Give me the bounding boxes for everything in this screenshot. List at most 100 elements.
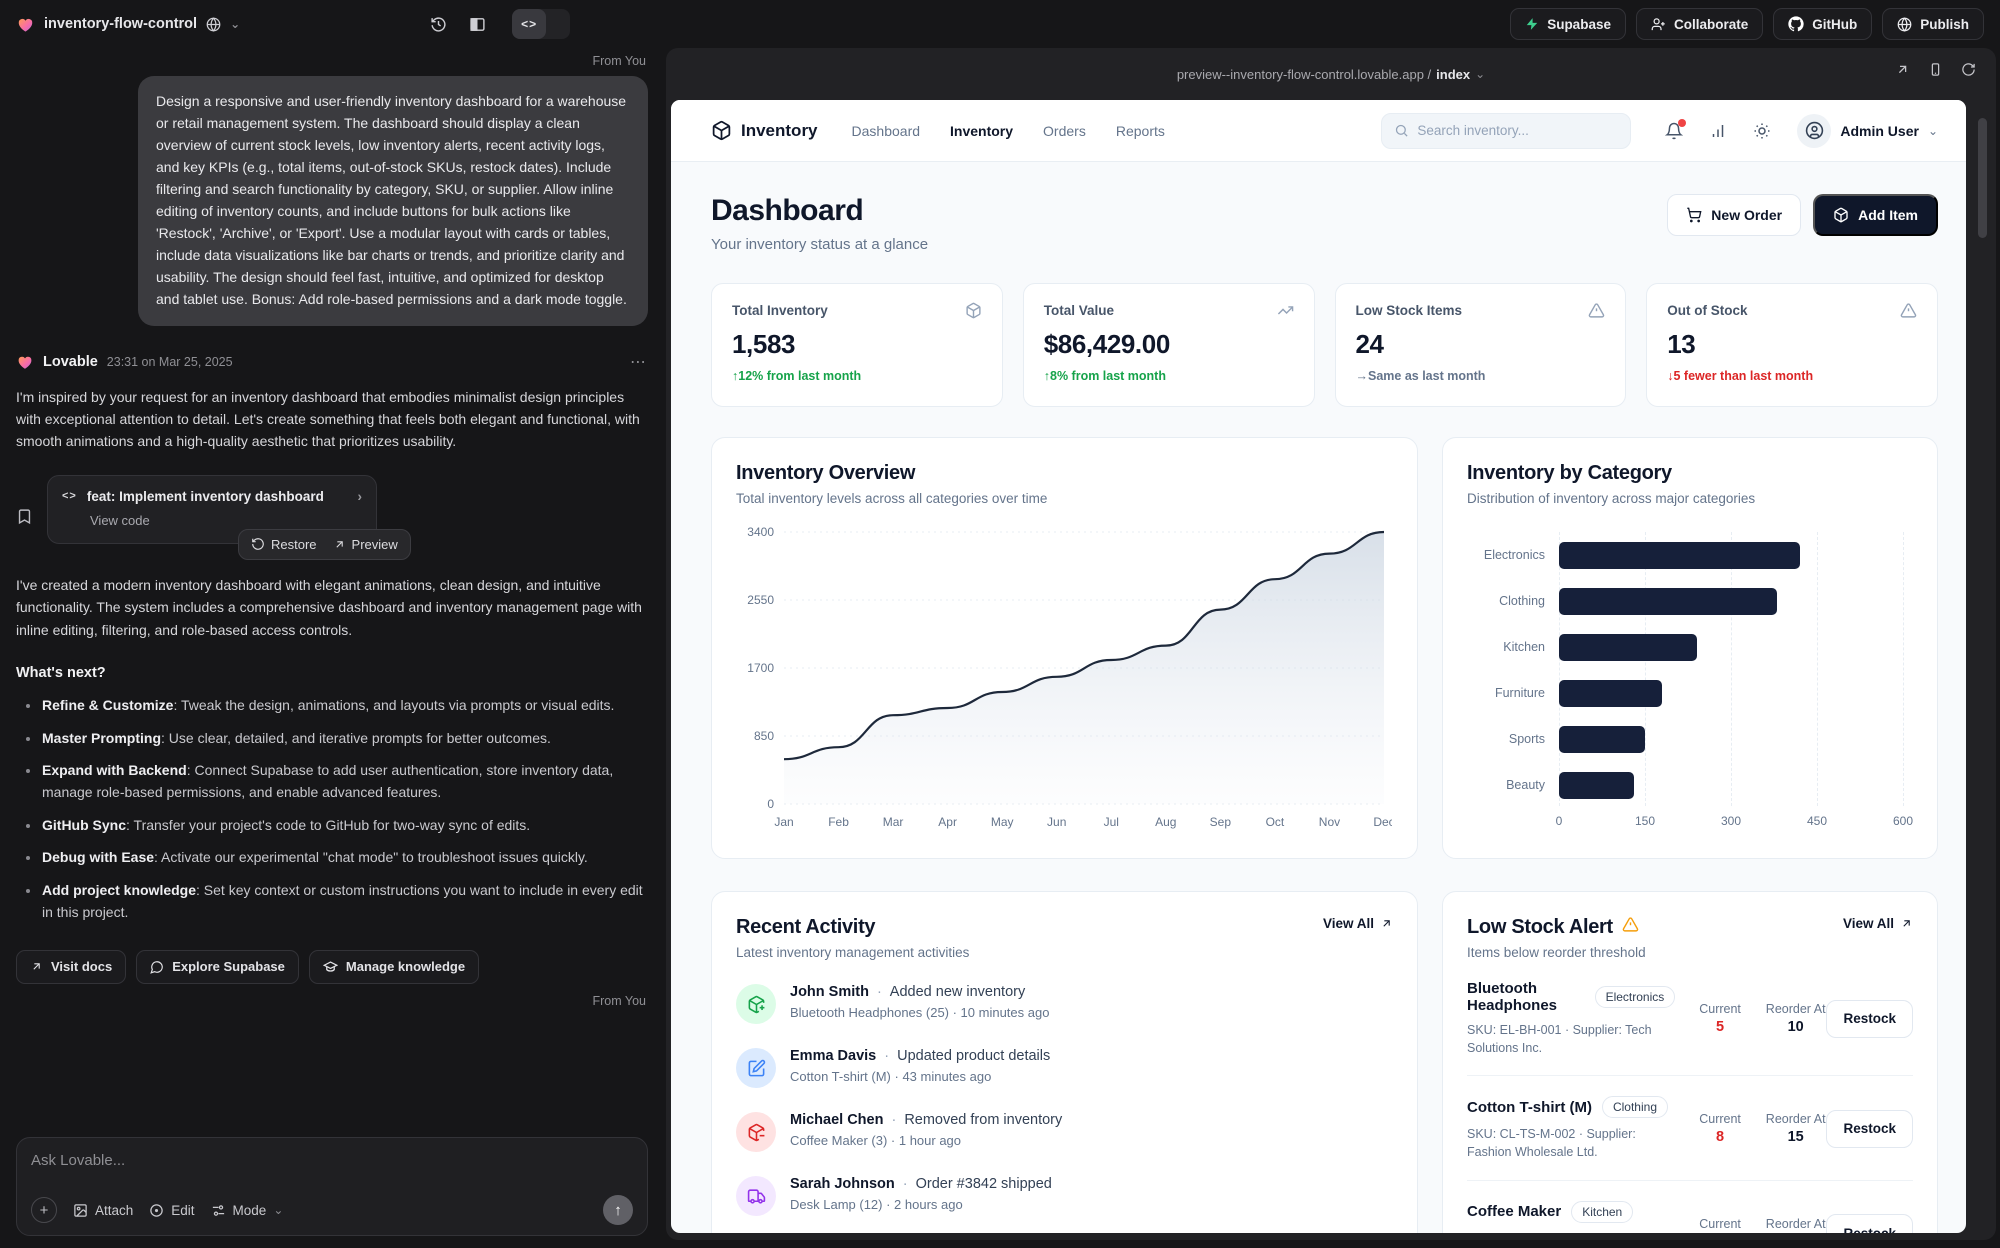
dashboard-main: Dashboard Your inventory status at a gla…: [671, 162, 1966, 1233]
refresh-icon[interactable]: [1961, 62, 1976, 77]
code-icon: <>: [62, 490, 77, 503]
open-external-icon[interactable]: [1895, 62, 1910, 77]
kpi-card-total-value: Total Value $86,429.00 ↑8% from last mon…: [1022, 283, 1315, 407]
mode-selector[interactable]: Mode ⌄: [211, 1203, 283, 1218]
svg-text:Jan: Jan: [774, 815, 793, 829]
top-toolbar: inventory-flow-control ⌄ <> Supabase Col…: [0, 0, 2000, 48]
list-item: Add project knowledge: Set key context o…: [16, 880, 648, 923]
chart-title: Inventory by Category: [1467, 462, 1672, 484]
view-all-link[interactable]: View All: [1843, 916, 1913, 931]
user-menu[interactable]: Admin User ⌄: [1797, 113, 1938, 148]
site-navbar: Inventory Dashboard Inventory Orders Rep…: [671, 100, 1966, 162]
panel-left-icon[interactable]: [469, 16, 486, 33]
add-item-button[interactable]: Add Item: [1813, 194, 1938, 236]
svg-text:2550: 2550: [747, 593, 774, 607]
package-plus-icon: [736, 984, 776, 1024]
arrow-up-right-icon: [1900, 917, 1913, 930]
message-menu-icon[interactable]: ⋯: [630, 353, 648, 371]
section-subtitle: Latest inventory management activities: [736, 945, 970, 960]
preview-url-bar: preview--inventory-flow-control.lovable.…: [666, 48, 1996, 100]
view-all-link[interactable]: View All: [1323, 916, 1393, 931]
chat-scroll-area[interactable]: From You Design a responsive and user-fr…: [0, 48, 664, 1133]
svg-text:Sep: Sep: [1210, 815, 1232, 829]
assistant-name: Lovable: [43, 353, 98, 370]
category-badge: Clothing: [1601, 1096, 1668, 1119]
notification-dot: [1678, 118, 1687, 127]
bookmark-icon[interactable]: [16, 475, 33, 544]
restock-button[interactable]: Restock: [1826, 1109, 1914, 1148]
preview-button[interactable]: Preview: [333, 537, 398, 552]
supabase-bolt-icon: [1525, 17, 1539, 31]
search-box[interactable]: [1381, 112, 1632, 149]
globe-icon: [206, 16, 221, 32]
svg-text:0: 0: [767, 797, 774, 811]
page-subtitle: Your inventory status at a glance: [711, 236, 929, 253]
theme-toggle-sun-icon[interactable]: [1753, 122, 1771, 140]
attach-button[interactable]: Attach: [73, 1203, 133, 1218]
svg-text:Dec: Dec: [1373, 815, 1392, 829]
user-name: Admin User: [1840, 122, 1919, 139]
manage-knowledge-button[interactable]: Manage knowledge: [308, 949, 480, 984]
code-view-toggle[interactable]: <>: [512, 9, 571, 39]
bar-beauty: [1559, 771, 1634, 799]
inventory-overview-line-chart: 0 850 1700 2550 3400 Jan Feb Mar Apr May Jun Jul Aug…: [736, 518, 1393, 834]
bar-row: Sports: [1467, 716, 1913, 762]
supabase-button[interactable]: Supabase: [1510, 8, 1626, 40]
svg-text:850: 850: [754, 729, 774, 743]
site-logo[interactable]: Inventory: [711, 120, 818, 141]
view-code-link[interactable]: View code: [90, 512, 150, 528]
kpi-value: 24: [1355, 329, 1385, 359]
add-button[interactable]: +: [31, 1197, 57, 1223]
commit-card[interactable]: <> feat: Implement inventory dashboard ›…: [47, 474, 377, 544]
bar-electronics: [1559, 541, 1800, 569]
package-icon: [1833, 207, 1849, 223]
github-button[interactable]: GitHub: [1773, 8, 1873, 40]
search-input[interactable]: [1417, 123, 1619, 138]
recent-activity-card: Recent Activity Latest inventory managem…: [711, 891, 1418, 1233]
commit-title: feat: Implement inventory dashboard: [86, 488, 324, 504]
analytics-icon[interactable]: [1709, 122, 1727, 140]
mobile-view-icon[interactable]: [1928, 62, 1943, 77]
list-item: Expand with Backend: Connect Supabase to…: [16, 760, 648, 803]
truck-icon: [736, 1176, 776, 1216]
activity-row: John Smith · Added new inventory Bluetooth…: [736, 984, 1393, 1024]
category-badge: Electronics: [1594, 986, 1676, 1008]
visit-docs-button[interactable]: Visit docs: [16, 949, 127, 984]
explore-supabase-button[interactable]: Explore Supabase: [136, 949, 299, 984]
notifications-bell-icon[interactable]: [1665, 118, 1687, 140]
restore-button[interactable]: Restore: [251, 537, 317, 552]
collaborate-button[interactable]: Collaborate: [1635, 8, 1764, 40]
alert-triangle-icon: [1900, 302, 1917, 319]
nav-item-reports[interactable]: Reports: [1115, 122, 1165, 139]
restock-button[interactable]: Restock: [1826, 999, 1914, 1038]
image-icon: [73, 1203, 88, 1218]
restock-button[interactable]: Restock: [1826, 1214, 1914, 1233]
preview-url[interactable]: preview--inventory-flow-control.lovable.…: [1176, 66, 1486, 82]
history-icon[interactable]: [430, 16, 447, 33]
nav-item-orders[interactable]: Orders: [1043, 122, 1086, 139]
chat-panel: From You Design a responsive and user-fr…: [0, 48, 664, 1248]
nav-item-inventory[interactable]: Inventory: [950, 122, 1014, 139]
svg-text:1700: 1700: [747, 661, 774, 675]
new-order-button[interactable]: New Order: [1667, 194, 1802, 236]
chat-input[interactable]: [31, 1152, 633, 1190]
user-message: Design a responsive and user-friendly in…: [138, 76, 648, 326]
chart-title: Inventory Overview: [736, 462, 916, 484]
package-minus-icon: [736, 1112, 776, 1152]
bar-kitchen: [1559, 633, 1697, 661]
whats-next-heading: What's next?: [16, 665, 106, 682]
project-menu[interactable]: inventory-flow-control ⌄: [16, 15, 240, 34]
nav-item-dashboard[interactable]: Dashboard: [851, 122, 921, 139]
edit-button[interactable]: Edit: [149, 1203, 195, 1218]
inventory-overview-card: Inventory Overview Total inventory level…: [711, 437, 1418, 859]
send-button[interactable]: ↑: [603, 1195, 633, 1225]
kpi-card-total-inventory: Total Inventory 1,583 ↑12% from last mon…: [711, 283, 1003, 407]
github-icon: [1788, 16, 1804, 32]
commit-actions: Restore Preview: [238, 528, 411, 560]
preview-scrollbar[interactable]: [1978, 118, 1987, 238]
publish-button[interactable]: Publish: [1882, 8, 1984, 40]
edit-pencil-icon: [736, 1048, 776, 1088]
svg-text:Jul: Jul: [1104, 815, 1119, 829]
bar-sports: [1559, 725, 1645, 753]
bar-row: Clothing: [1467, 578, 1913, 624]
